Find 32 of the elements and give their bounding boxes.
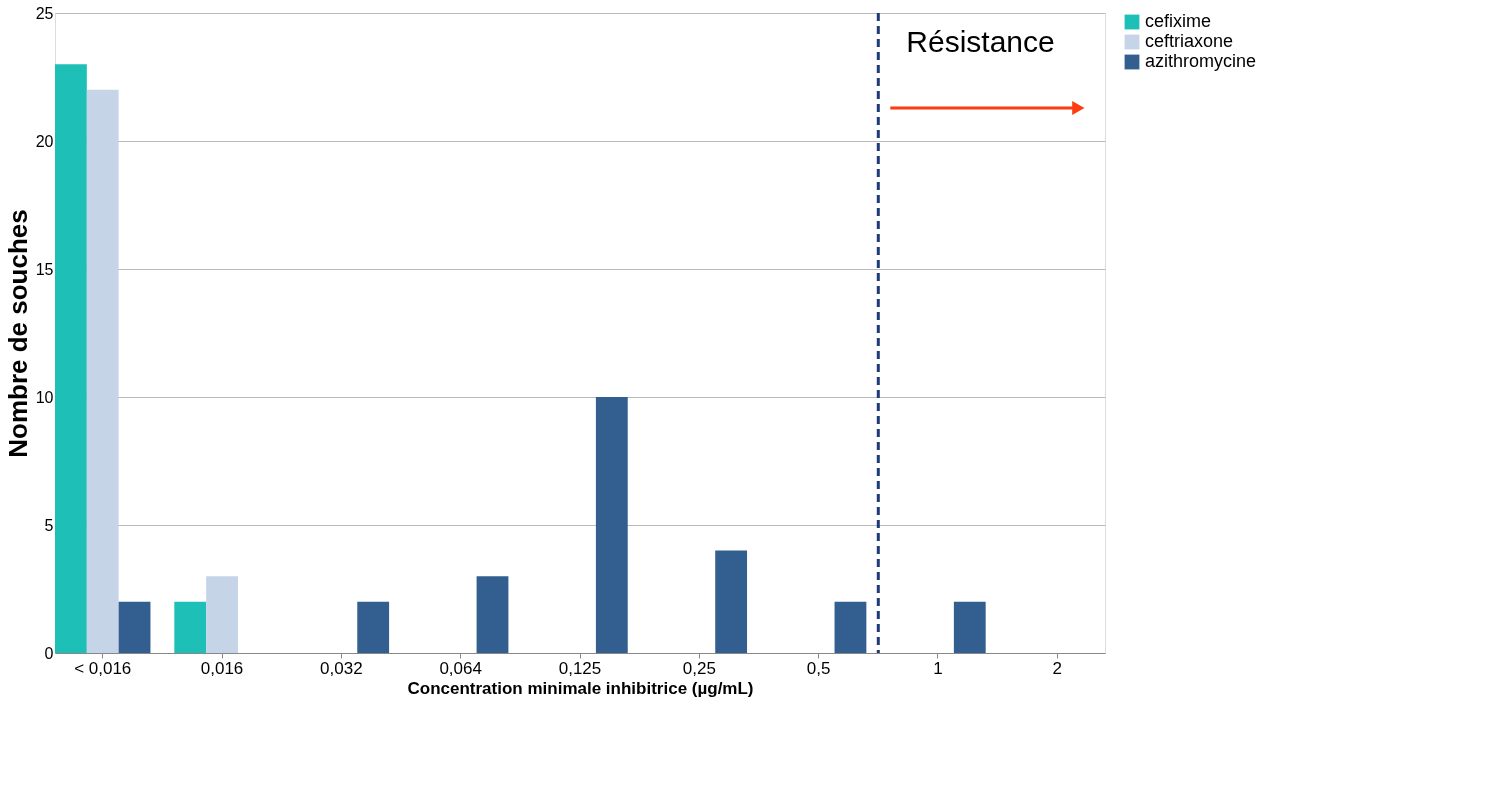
y-tick-label: 25	[35, 4, 54, 22]
legend-label: azithromycine	[1145, 51, 1257, 71]
bar	[953, 601, 986, 653]
x-axis-title: Concentration minimale inhibitrice (µg/mL)	[407, 678, 754, 698]
bar	[174, 601, 207, 653]
x-tick-label: 0,064	[439, 658, 482, 678]
legend-label: cefixime	[1145, 11, 1212, 31]
bar	[118, 601, 151, 653]
x-tick-label: 0,25	[682, 658, 716, 678]
x-tick-label: < 0,016	[74, 658, 132, 678]
bar	[86, 89, 119, 653]
x-tick-label: 2	[1052, 658, 1063, 678]
x-tick-label: 1	[933, 658, 943, 678]
x-tick-label: 0,125	[558, 658, 602, 678]
bar	[834, 601, 867, 653]
y-tick-label: 10	[35, 388, 54, 406]
bar	[206, 576, 238, 653]
y-tick-label: 0	[44, 644, 54, 662]
bar	[595, 397, 628, 653]
x-tick-label: 0,5	[806, 658, 831, 678]
bar	[715, 550, 748, 653]
legend-label: ceftriaxone	[1145, 31, 1234, 51]
y-tick-label: 15	[35, 260, 54, 278]
y-tick-label: 5	[44, 516, 54, 534]
y-tick-label: 20	[35, 132, 54, 150]
x-tick-label: 0,032	[320, 658, 363, 678]
ref-line-label: Résistance	[906, 25, 1055, 58]
x-tick-label: 0,016	[200, 658, 244, 678]
y-axis-title: Nombre de souches	[2, 209, 33, 458]
bar	[357, 601, 390, 653]
bar	[55, 64, 87, 653]
bar	[476, 576, 509, 653]
